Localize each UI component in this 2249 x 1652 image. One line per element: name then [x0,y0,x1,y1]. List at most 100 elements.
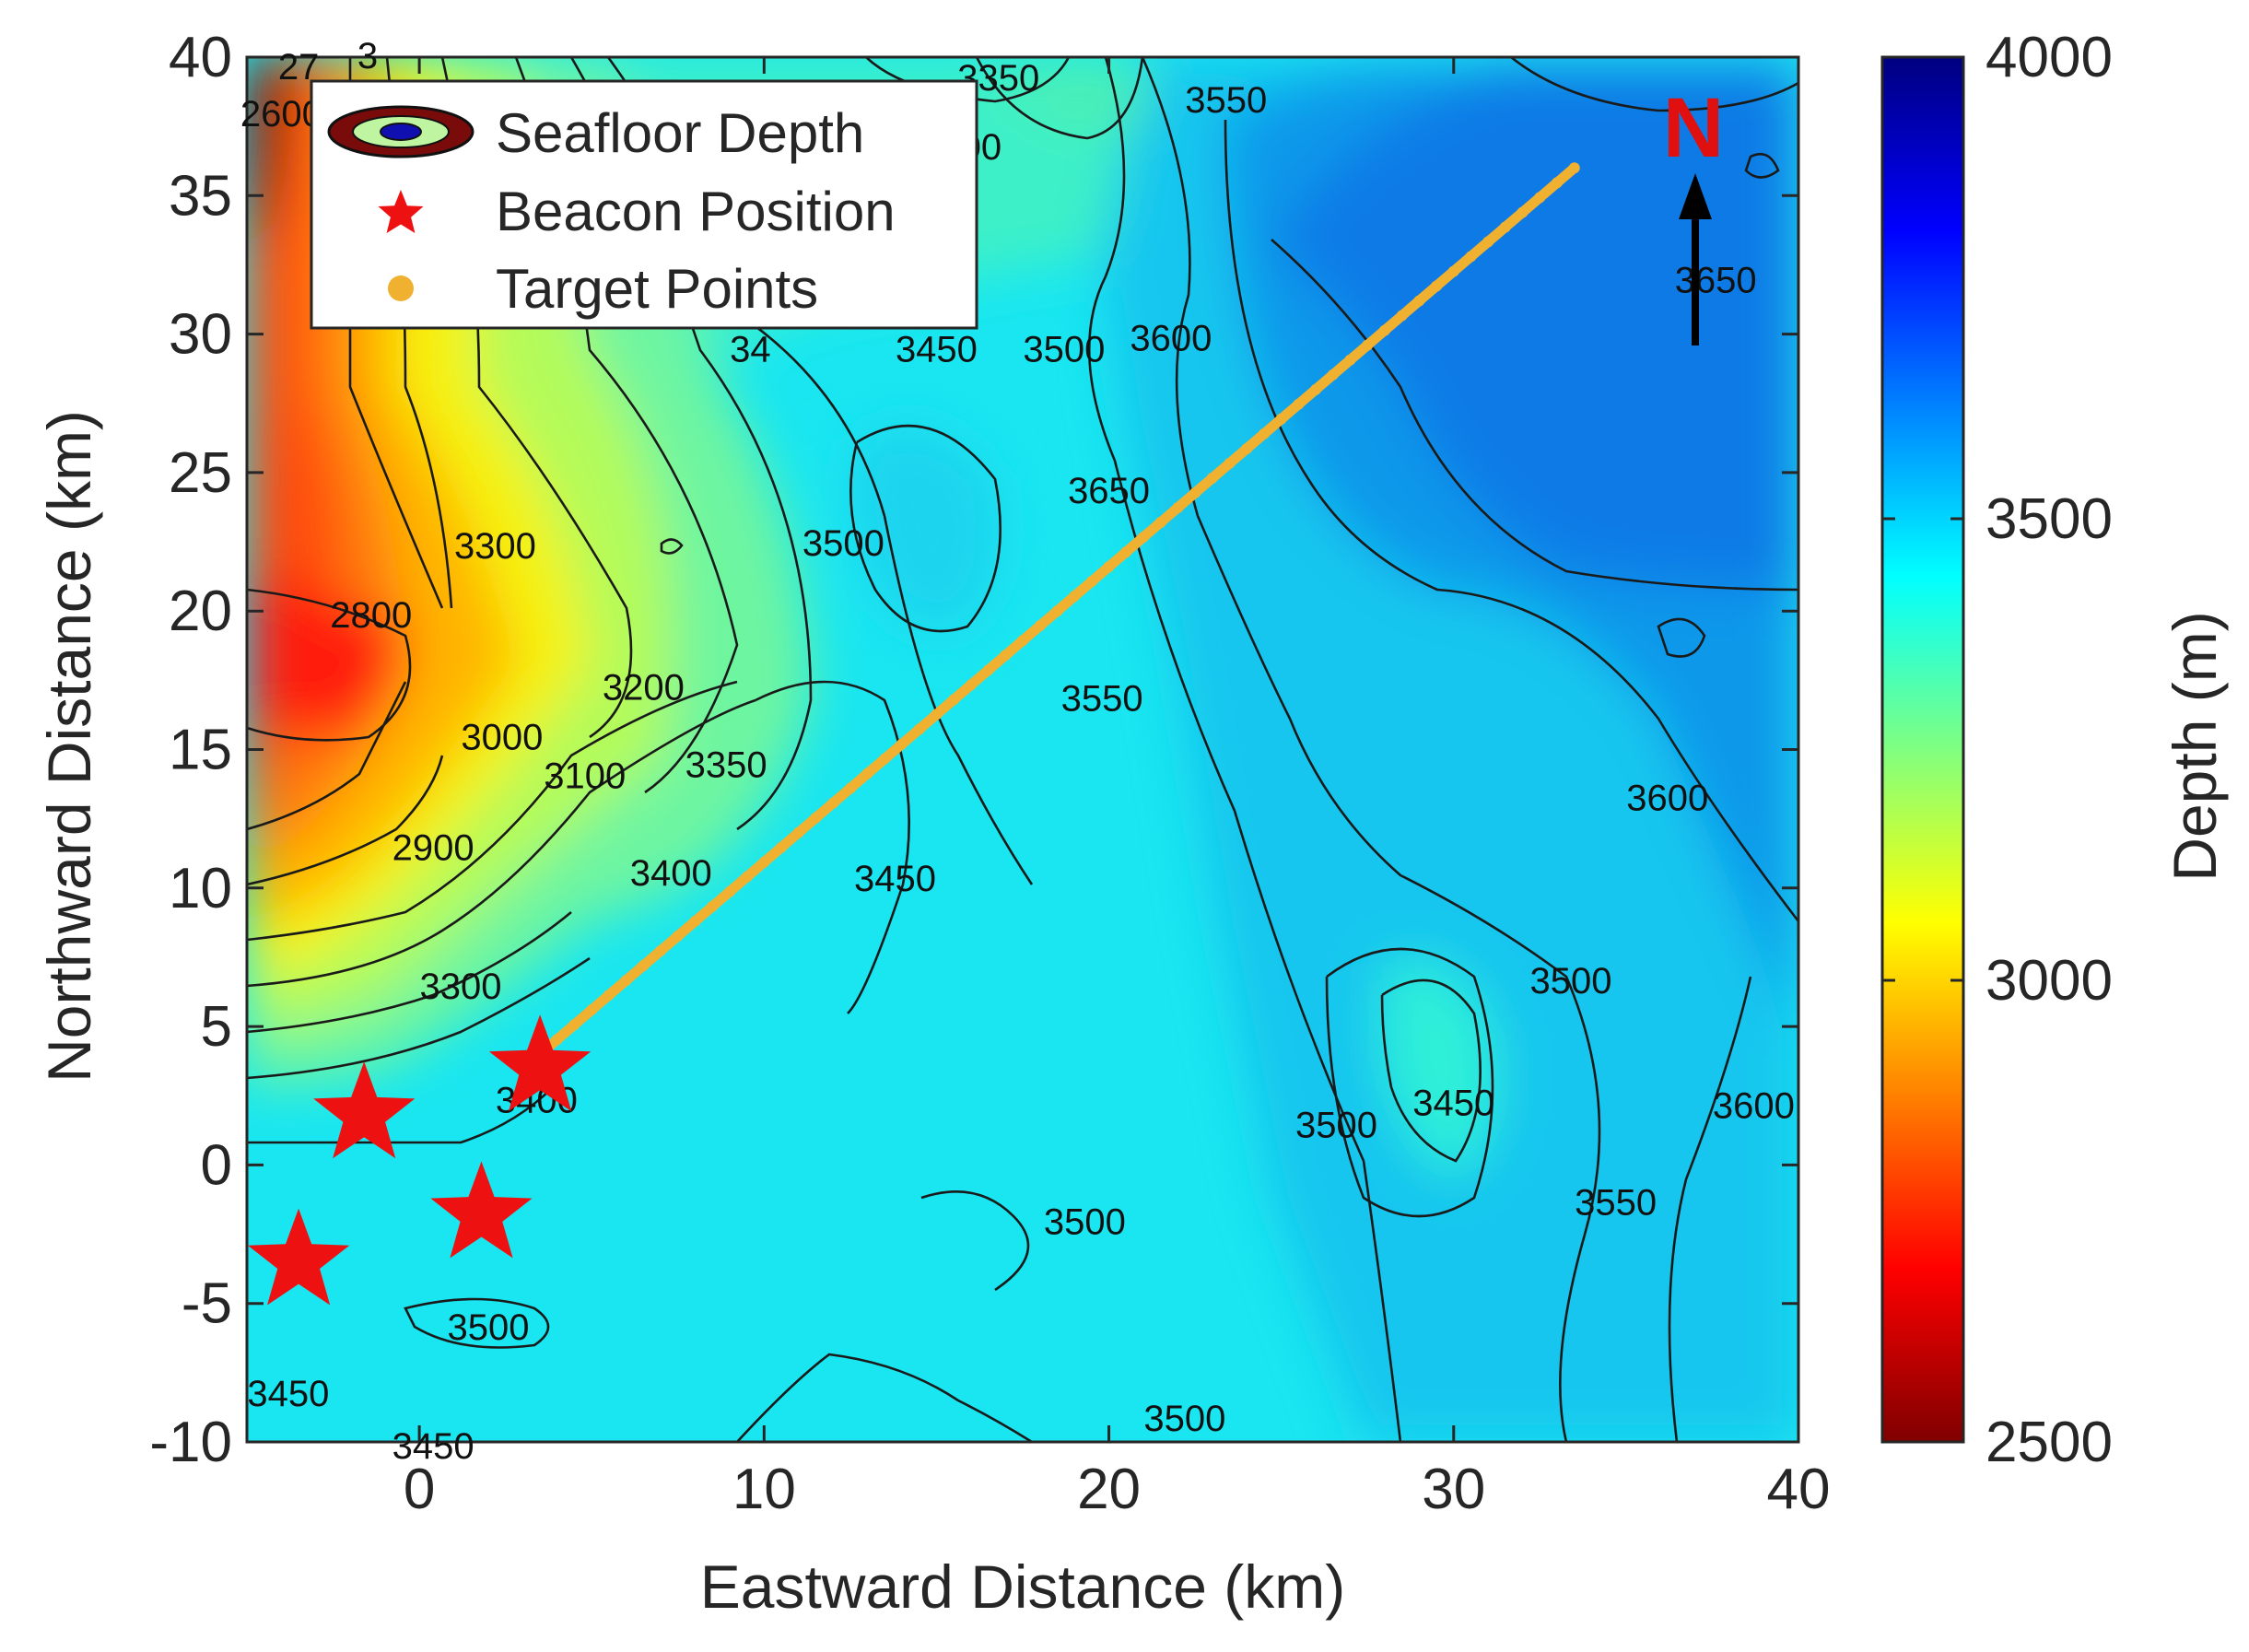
target-point [1310,383,1322,395]
contour-label: 3600 [1713,1085,1795,1126]
target-point [1241,442,1253,454]
y-tick-label: -10 [149,1411,232,1474]
target-point [792,826,804,838]
contour-label: 3500 [1530,961,1612,1002]
colorbar-gradient [1880,55,1965,1444]
target-point [1378,324,1390,336]
contour-label: 2800 [330,595,412,636]
target-point [1482,236,1494,248]
target-point [1258,428,1270,439]
x-tick-label: 10 [732,1458,796,1521]
series-layer [248,162,1580,1306]
contour-label: 3200 [603,667,685,708]
target-point [1034,620,1046,632]
north-arrow-head-icon [1679,173,1712,219]
target-point [603,990,615,1002]
contour-label: 3450 [1412,1083,1494,1123]
y-tick-label: 25 [169,441,232,505]
target-point [1069,591,1081,603]
x-tick-label: 0 [404,1458,435,1521]
target-point [1517,206,1529,218]
target-point [741,871,753,883]
colorbar-ticks: 2500 3000 3500 4000 [1882,26,2113,1474]
target-point [672,930,684,942]
target-point [861,767,873,779]
y-tick-label: 30 [169,303,232,367]
x-axis-label: Eastward Distance (km) [700,1552,1346,1621]
x-tick-label: 40 [1767,1458,1831,1521]
target-point [931,709,943,721]
legend: Seafloor Depth Beacon Position Target Po… [310,79,978,330]
target-point [707,900,719,912]
contour-label: 3450 [854,859,936,899]
colorbar-label: Depth (m) [2161,611,2229,881]
target-point [551,1034,563,1046]
target-point [568,1019,580,1031]
target-point [586,1004,598,1016]
legend-entry-target-points: Target Points [496,258,818,320]
contour-label: 3500 [1044,1202,1126,1243]
target-point [1534,192,1546,204]
target-point [1103,561,1115,573]
target-point [1189,486,1201,498]
colorbar: 2500 3000 3500 4000 [1880,26,2113,1474]
contour-label: 3 [357,36,378,76]
target-point [1137,532,1149,544]
target-point [844,782,856,794]
contour-label: 3400 [630,853,712,894]
colorbar-tick-label: 3500 [1985,487,2113,551]
target-point [1085,576,1097,588]
seafloor-depth-legend-icon [327,105,474,158]
contour-label: 3450 [392,1426,474,1467]
target-point [965,679,977,691]
legend-entry-seafloor-depth: Seafloor Depth [496,102,864,164]
contour-label: 3550 [1061,678,1143,719]
target-point [758,856,770,868]
beacon-star [248,1208,350,1306]
contour-label: 3350 [685,745,767,786]
target-point [1396,310,1408,322]
target-point [655,944,667,956]
beacon-star [488,1014,592,1112]
contour-label: 34 [730,330,771,370]
contour-label: 3650 [1068,471,1150,511]
target-point [896,738,908,750]
target-point [1344,354,1356,366]
y-tick-label: 5 [201,995,232,1059]
beacon-star [430,1161,533,1259]
contour-label: 3650 [1675,261,1757,301]
contour-label: 3550 [1185,80,1267,121]
contour-label: 3500 [1143,1399,1225,1439]
target-point [1447,265,1459,277]
north-arrow: N [1663,81,1724,346]
colorbar-tick-label: 4000 [1985,26,2113,89]
north-label: N [1663,81,1724,175]
y-axis-ticks: -10 -5 0 5 10 15 20 25 30 35 40 [149,26,1798,1474]
y-axis-label: Northward Distance (km) [35,410,103,1083]
target-point [723,885,735,897]
target-point [1413,295,1425,307]
contour-label: 3500 [447,1307,529,1348]
contour-label: 2600 [240,94,322,135]
contour-label: 3500 [1295,1105,1377,1145]
target-point [776,841,788,853]
target-point [1499,221,1511,233]
contour-label: 2900 [392,828,474,869]
target-point [1051,605,1063,617]
beacon-star-legend-icon [378,190,424,233]
target-point [1552,177,1564,189]
contour-label: 3300 [454,526,536,567]
target-point [689,915,701,927]
target-point [879,753,891,765]
target-point [1275,413,1287,425]
contour-label: 3600 [1130,319,1212,359]
target-point [1362,339,1374,351]
contour-label: 3550 [1575,1183,1657,1224]
x-tick-label: 30 [1422,1458,1485,1521]
target-point [1465,251,1477,263]
contour-label: 3450 [896,330,978,370]
contour-label: 3500 [1023,330,1105,370]
target-point [810,812,822,824]
colorbar-tick-label: 2500 [1985,1411,2113,1474]
